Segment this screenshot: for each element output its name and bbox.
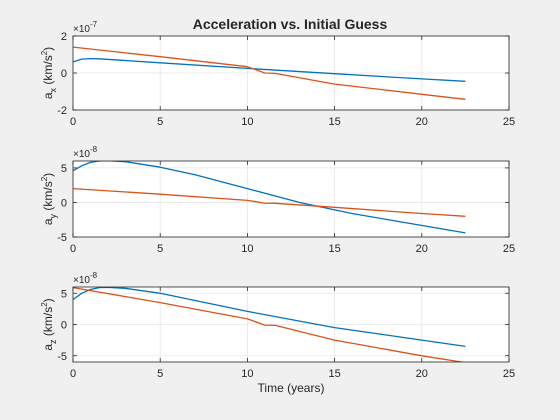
y-axis-label: az (km/s2): [40, 298, 58, 350]
ylabel-superscript: 2: [40, 176, 49, 181]
x-tick-label: 25: [503, 243, 515, 255]
exponent-base: ×10: [73, 275, 90, 286]
ylabel-unit: (km/s: [41, 55, 55, 88]
ylabel-subscript: x: [48, 87, 58, 92]
ylabel-unit: (km/s: [41, 307, 55, 340]
ylabel-close: ): [41, 298, 55, 302]
y-tick-label: 0: [61, 320, 67, 332]
y-tick-label: 0: [61, 197, 67, 209]
exponent-label: ×10-8: [73, 145, 98, 160]
subplot-2: 0 5 10 15 20 25-505×10-8ay (km/s2): [40, 145, 515, 255]
y-axis-label: ax (km/s2): [40, 47, 58, 99]
ylabel-superscript: 2: [40, 50, 49, 55]
exponent-base: ×10: [73, 149, 90, 160]
x-tick-label: 0: [70, 243, 76, 255]
subplots: 0 5 10 15 20 25-202×10-7ax (km/s2)0 5 10 15 20 25-…: [40, 20, 515, 395]
x-tick-label: 10: [241, 368, 253, 380]
x-tick-label: 15: [328, 368, 340, 380]
series-line-2: [73, 187, 466, 217]
y-tick-label: 5: [61, 163, 67, 175]
subplot-3: 0 5 10 15 20 25-505×10-8az (km/s2)Time (years…: [40, 271, 515, 395]
x-tick-label: 20: [416, 116, 428, 128]
y-tick-label: 2: [61, 31, 67, 43]
x-tick-label: 15: [328, 116, 340, 128]
figure-title: Acceleration vs. Initial Guess: [193, 16, 388, 32]
x-tick-label: 20: [416, 243, 428, 255]
subplot-1: 0 5 10 15 20 25-202×10-7ax (km/s2): [40, 20, 515, 128]
x-tick-label: 15: [328, 243, 340, 255]
y-axis-label: ay (km/s2): [40, 173, 58, 225]
series-line-2: [73, 46, 466, 100]
series-line-2: [73, 287, 466, 362]
y-tick-label: 5: [61, 288, 67, 300]
y-tick-label: -2: [57, 105, 67, 117]
exponent-base: ×10: [73, 24, 90, 35]
plot-area: [73, 161, 509, 237]
ylabel-superscript: 2: [40, 302, 49, 307]
y-tick-label: -5: [57, 351, 67, 363]
y-tick-label: -5: [57, 232, 67, 244]
series-line-1: [73, 57, 466, 82]
x-tick-label: 5: [157, 368, 163, 380]
y-tick-label: 0: [61, 68, 67, 80]
exponent-label: ×10-7: [73, 20, 98, 35]
x-tick-label: 0: [70, 368, 76, 380]
x-tick-label: 0: [70, 116, 76, 128]
exponent-power: -8: [90, 145, 98, 154]
ylabel-close: ): [41, 173, 55, 177]
x-tick-label: 10: [241, 116, 253, 128]
axes-box: [72, 160, 510, 238]
x-tick-label: 25: [503, 368, 515, 380]
series-line-1: [73, 287, 466, 348]
x-tick-label: 20: [416, 368, 428, 380]
series-line-1: [73, 161, 466, 234]
ylabel-main: a: [41, 344, 55, 351]
x-tick-label: 25: [503, 116, 515, 128]
ylabel-main: a: [41, 218, 55, 225]
ylabel-subscript: y: [48, 213, 58, 218]
exponent-power: -8: [90, 271, 98, 280]
exponent-label: ×10-8: [73, 271, 98, 286]
x-tick-label: 10: [241, 243, 253, 255]
ylabel-unit: (km/s: [41, 181, 55, 214]
ylabel-main: a: [41, 92, 55, 99]
x-tick-label: 5: [157, 116, 163, 128]
ylabel-subscript: z: [48, 339, 58, 344]
ylabel-close: ): [41, 47, 55, 51]
x-axis-label: Time (years): [258, 381, 325, 395]
exponent-power: -7: [90, 20, 98, 29]
x-tick-label: 5: [157, 243, 163, 255]
